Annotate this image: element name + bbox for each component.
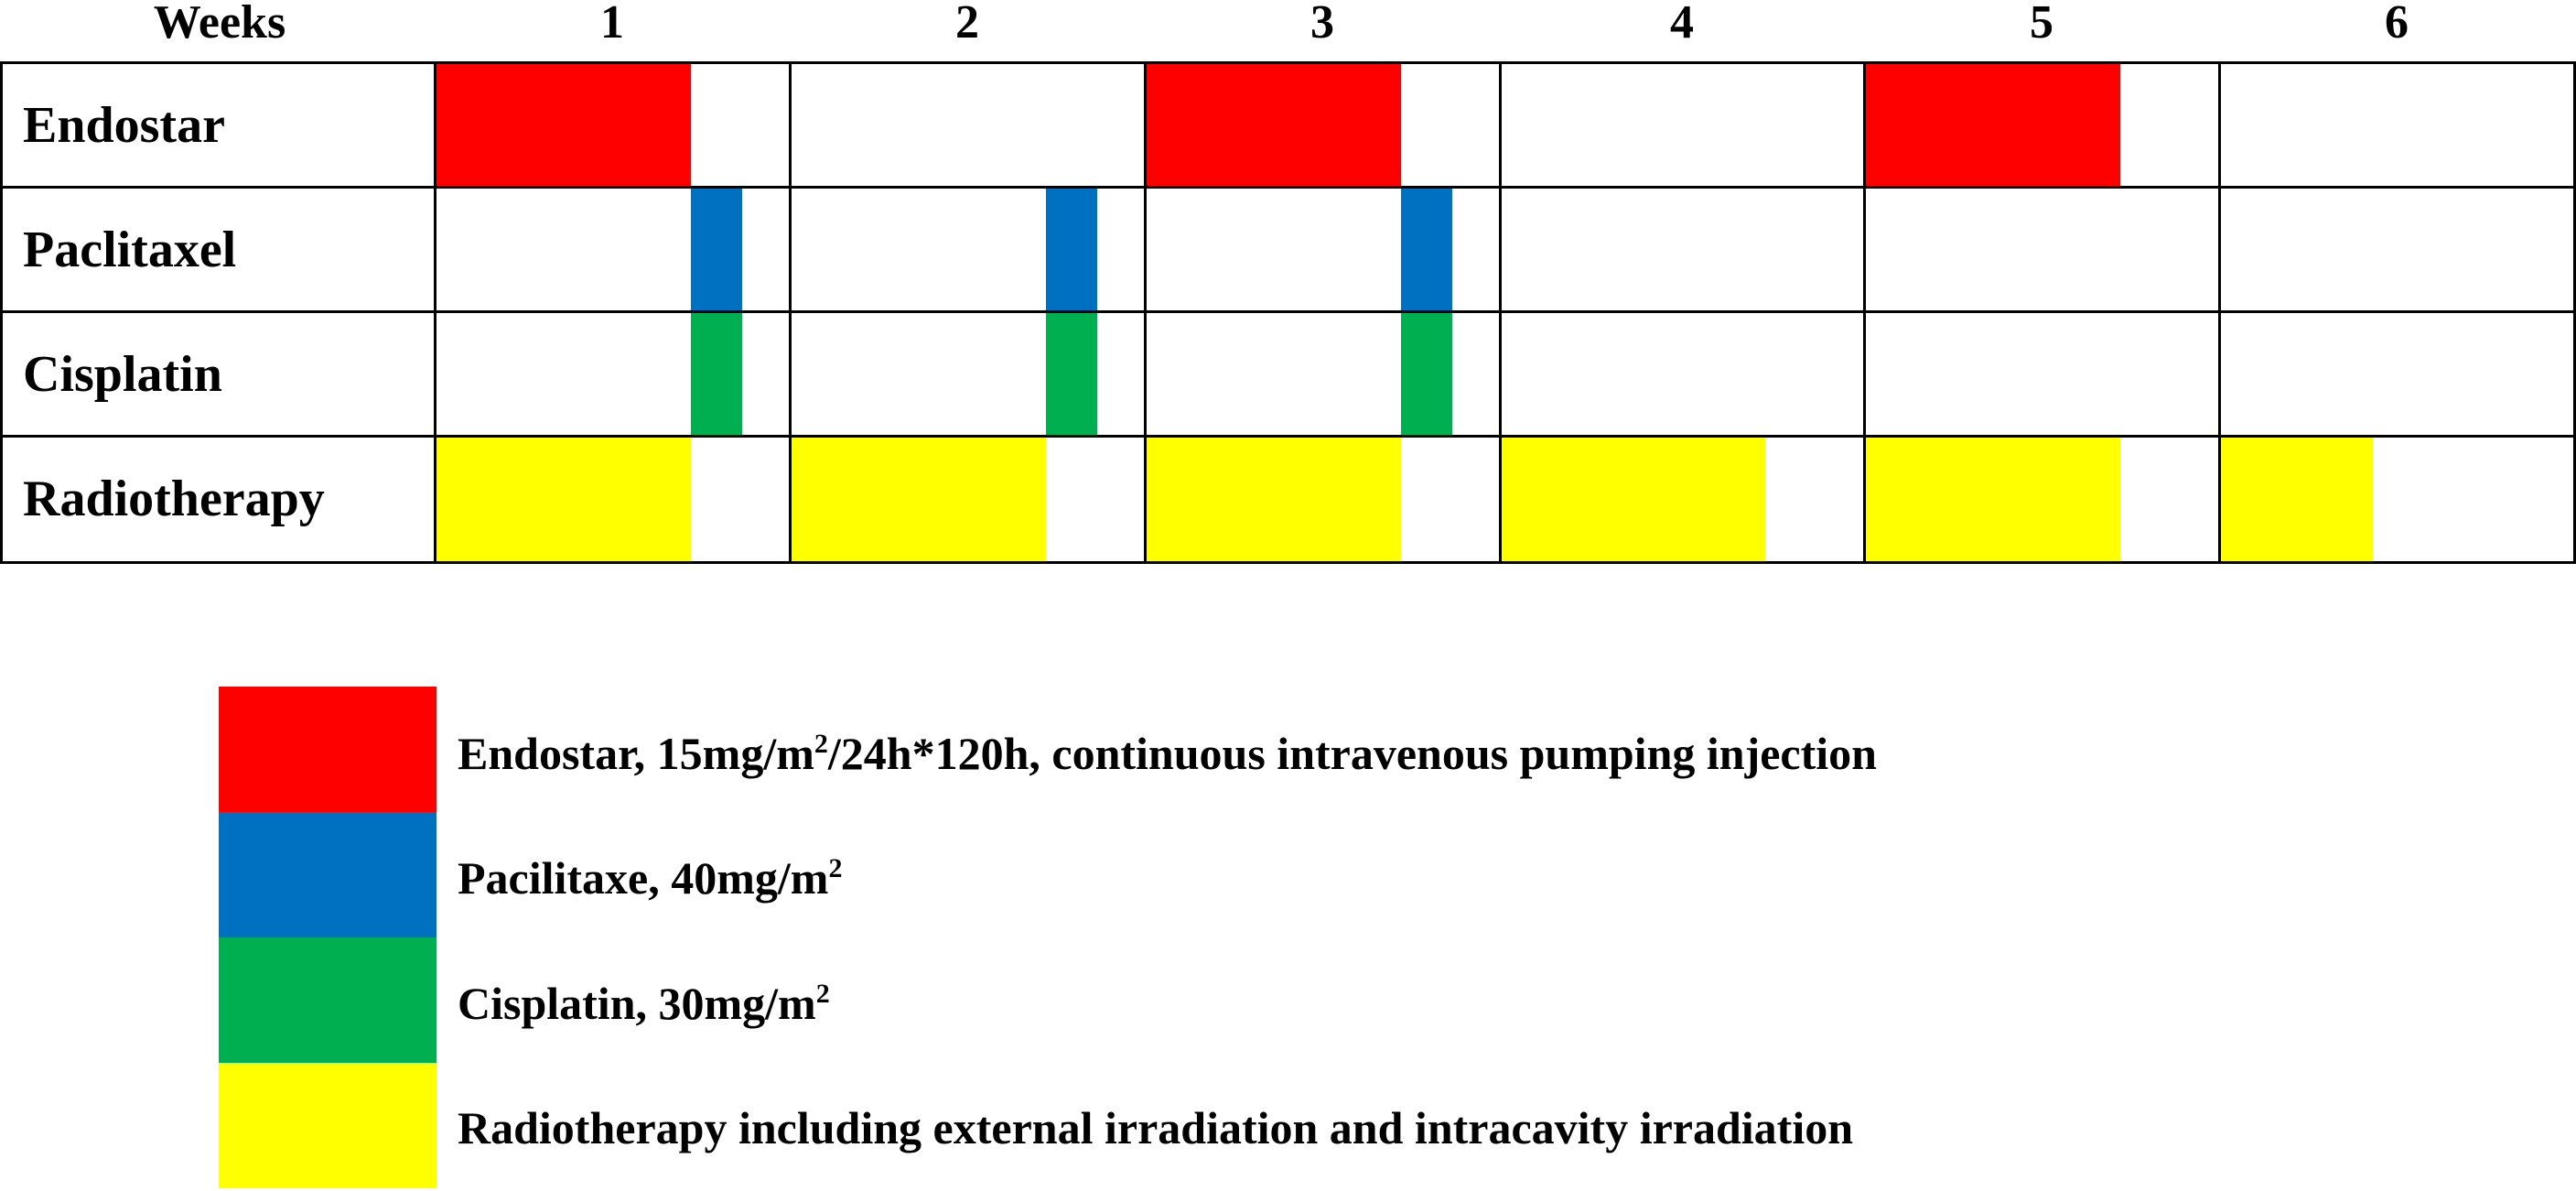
- legend-text-cisplatin: Cisplatin, 30mg/m2: [458, 978, 830, 1029]
- row-label-endostar: Endostar: [23, 97, 225, 154]
- weeks-header-label: Weeks: [153, 0, 286, 49]
- grid-vline-w2: [1144, 61, 1147, 564]
- radiotherapy-bar-week-3: [1146, 437, 1401, 562]
- legend-swatch-cisplatin: [219, 937, 437, 1063]
- grid-vline-w5: [2218, 61, 2221, 564]
- legend-text-radiotherapy: Radiotherapy including external irradiat…: [458, 1102, 1854, 1153]
- legend-swatch-endostar: [219, 687, 437, 812]
- row-label-paclitaxel: Paclitaxel: [23, 222, 237, 278]
- grid-vline-w4: [1863, 61, 1866, 564]
- endostar-bar-week-1: [436, 63, 691, 187]
- week-header-5: 5: [2030, 0, 2053, 49]
- grid-hline-bottom: [0, 561, 2576, 564]
- grid-hline-2: [0, 310, 2576, 313]
- cisplatin-bar-week-2: [1046, 312, 1097, 436]
- week-header-6: 6: [2385, 0, 2409, 49]
- grid-vline-left: [0, 61, 3, 564]
- week-header-3: 3: [1310, 0, 1334, 49]
- legend-swatch-radiotherapy: [219, 1063, 437, 1188]
- cisplatin-bar-week-3: [1401, 312, 1452, 436]
- paclitaxel-bar-week-1: [691, 188, 742, 311]
- endostar-bar-week-3: [1146, 63, 1401, 187]
- grid-vline-w3: [1499, 61, 1502, 564]
- grid-vline-w1: [789, 61, 792, 564]
- cisplatin-bar-week-1: [691, 312, 742, 436]
- week-header-2: 2: [955, 0, 979, 49]
- grid-hline-top: [0, 61, 2576, 64]
- radiotherapy-bar-week-6: [2220, 437, 2373, 562]
- radiotherapy-bar-week-4: [1501, 437, 1765, 562]
- row-label-cisplatin: Cisplatin: [23, 346, 222, 403]
- week-header-4: 4: [1670, 0, 1694, 49]
- paclitaxel-bar-week-3: [1401, 188, 1452, 311]
- grid-hline-3: [0, 435, 2576, 438]
- radiotherapy-bar-week-5: [1865, 437, 2120, 562]
- radiotherapy-bar-week-2: [791, 437, 1046, 562]
- grid-hline-1: [0, 186, 2576, 189]
- legend-swatch-paclitaxel: [219, 812, 437, 937]
- radiotherapy-bar-week-1: [436, 437, 691, 562]
- grid-vline-label: [434, 61, 437, 564]
- endostar-bar-week-5: [1865, 63, 2120, 187]
- row-label-radiotherapy: Radiotherapy: [23, 471, 325, 527]
- grid-vline-right: [2573, 61, 2576, 564]
- week-header-1: 1: [600, 0, 624, 49]
- legend-text-paclitaxel: Pacilitaxe, 40mg/m2: [458, 852, 843, 904]
- paclitaxel-bar-week-2: [1046, 188, 1097, 311]
- legend-text-endostar: Endostar, 15mg/m2/24h*120h, continuous i…: [458, 728, 1877, 779]
